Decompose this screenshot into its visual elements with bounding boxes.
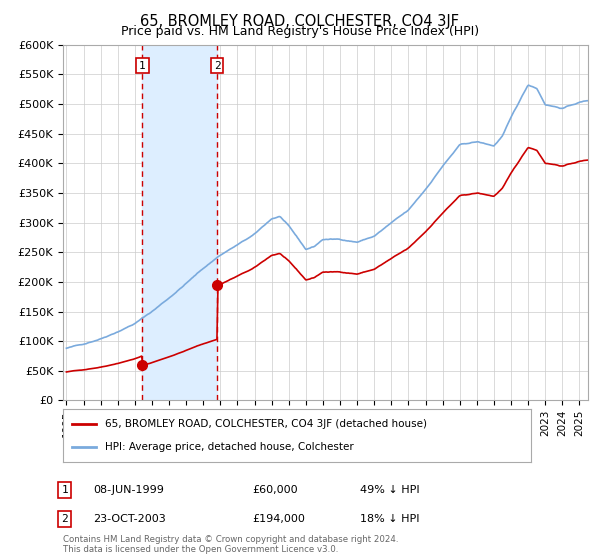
Text: 1: 1 (61, 485, 68, 495)
Text: £60,000: £60,000 (252, 485, 298, 495)
Text: £194,000: £194,000 (252, 514, 305, 524)
Text: 2: 2 (61, 514, 68, 524)
Text: 65, BROMLEY ROAD, COLCHESTER, CO4 3JF: 65, BROMLEY ROAD, COLCHESTER, CO4 3JF (140, 14, 460, 29)
Text: 2: 2 (214, 60, 220, 71)
Text: Contains HM Land Registry data © Crown copyright and database right 2024.
This d: Contains HM Land Registry data © Crown c… (63, 535, 398, 554)
Text: 18% ↓ HPI: 18% ↓ HPI (360, 514, 419, 524)
Bar (142, 45, 217, 400)
Text: 08-JUN-1999: 08-JUN-1999 (93, 485, 164, 495)
Text: 1: 1 (139, 60, 146, 71)
Text: 49% ↓ HPI: 49% ↓ HPI (360, 485, 419, 495)
Text: 65, BROMLEY ROAD, COLCHESTER, CO4 3JF (detached house): 65, BROMLEY ROAD, COLCHESTER, CO4 3JF (d… (105, 419, 427, 429)
Text: 23-OCT-2003: 23-OCT-2003 (93, 514, 166, 524)
Text: HPI: Average price, detached house, Colchester: HPI: Average price, detached house, Colc… (105, 442, 354, 452)
Text: Price paid vs. HM Land Registry's House Price Index (HPI): Price paid vs. HM Land Registry's House … (121, 25, 479, 38)
